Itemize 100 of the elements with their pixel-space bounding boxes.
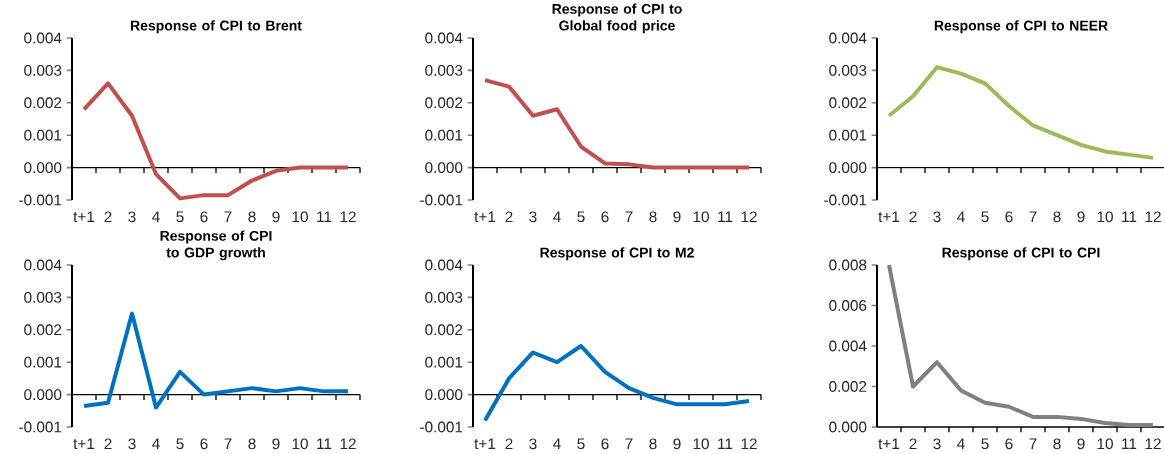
x-tick-label: 3 [529, 438, 537, 450]
x-tick-label: t+1 [878, 211, 900, 223]
x-tick-label: 4 [152, 438, 160, 449]
x-tick-label: 9 [272, 211, 280, 223]
y-tick-label: 0.000 [425, 389, 463, 401]
x-tick-label: 7 [1029, 211, 1037, 222]
x-tick-label: t+1 [73, 211, 95, 223]
x-tick-label: t+1 [474, 211, 496, 223]
x-tick-label: 11 [317, 438, 332, 449]
chart-title: Response of CPI to M2 [540, 247, 694, 261]
chart-title: Response of CPI to Global food price [552, 3, 682, 34]
x-tick-label: 5 [577, 438, 585, 450]
x-tick-label: 5 [981, 438, 989, 450]
x-tick-label: 3 [128, 438, 136, 450]
y-tick-label: 0.000 [24, 389, 62, 401]
x-tick-label: 2 [104, 211, 112, 223]
x-tick-label: 4 [152, 211, 160, 222]
x-tick-label: 6 [601, 211, 609, 223]
x-tick-label: 5 [981, 211, 989, 223]
x-tick-label: 10 [1097, 211, 1113, 223]
y-tick-label: 0.002 [425, 324, 463, 336]
x-tick-label: 12 [741, 438, 757, 450]
x-tick-label: 8 [248, 438, 256, 450]
x-tick-label: 10 [693, 438, 709, 450]
y-tick-label: 0.006 [829, 300, 867, 311]
y-tick-label: 0.001 [829, 129, 867, 141]
x-tick-label: 10 [1097, 438, 1113, 450]
x-tick-label: 3 [933, 211, 941, 223]
y-tick-label: -0.001 [19, 194, 62, 206]
x-tick-label: t+1 [73, 438, 95, 450]
y-tick-label: 0.004 [829, 32, 867, 44]
x-tick-label: 10 [292, 211, 308, 223]
x-tick-label: t+1 [878, 438, 900, 450]
x-tick-label: 7 [224, 211, 232, 222]
chart-title: Response of CPI to CPI [942, 247, 1100, 261]
x-tick-label: 9 [673, 438, 681, 450]
y-tick-label: 0.003 [24, 291, 62, 303]
y-tick-label: 0.000 [829, 421, 867, 433]
x-tick-label: t+1 [474, 438, 496, 450]
x-tick-label: 8 [1053, 211, 1061, 223]
x-tick-label: 7 [224, 438, 232, 449]
x-tick-label: 6 [200, 211, 208, 223]
y-tick-label: 0.002 [425, 97, 463, 109]
line-series [887, 263, 1156, 427]
x-tick-label: 7 [625, 211, 633, 222]
y-tick-label: 0.000 [24, 162, 62, 174]
y-tick-label: 0.002 [24, 324, 62, 336]
x-tick-label: 4 [553, 438, 561, 449]
y-tick-label: 0.002 [24, 97, 62, 109]
y-tick-label: 0.004 [425, 259, 463, 271]
chart-title: Response of CPI to NEER [934, 20, 1108, 34]
line-series [887, 65, 1156, 160]
y-tick-label: 0.002 [829, 381, 867, 392]
x-tick-label: 12 [340, 438, 356, 450]
x-tick-label: 3 [529, 211, 537, 223]
chart-title: Response of CPI to GDP growth [160, 230, 272, 261]
x-tick-label: 11 [317, 211, 332, 222]
y-tick-label: -0.001 [420, 421, 463, 433]
y-tick-label: 0.003 [425, 291, 463, 303]
x-tick-label: 5 [577, 211, 585, 223]
x-tick-label: 9 [1077, 211, 1085, 223]
y-tick-label: 0.003 [829, 64, 867, 76]
x-tick-label: 6 [601, 438, 609, 450]
x-tick-label: 2 [505, 438, 513, 450]
x-tick-label: 8 [649, 438, 657, 450]
x-tick-label: 6 [200, 438, 208, 450]
y-tick-label: 0.003 [24, 64, 62, 76]
x-tick-label: 9 [1077, 438, 1085, 450]
x-tick-label: 6 [1005, 211, 1013, 223]
x-tick-label: 3 [933, 438, 941, 450]
x-tick-label: 10 [693, 211, 709, 223]
x-tick-label: 9 [673, 211, 681, 223]
x-tick-label: 8 [1053, 438, 1061, 450]
y-tick-label: 0.008 [829, 259, 867, 271]
x-tick-label: 4 [957, 211, 965, 222]
y-tick-label: 0.002 [829, 97, 867, 109]
x-tick-label: 7 [625, 438, 633, 449]
x-tick-label: 3 [128, 211, 136, 223]
x-tick-label: 11 [718, 438, 733, 449]
x-tick-label: 12 [1145, 211, 1161, 223]
x-tick-label: 7 [1029, 438, 1037, 449]
y-tick-label: 0.001 [24, 356, 62, 368]
y-tick-label: -0.001 [19, 421, 62, 433]
y-tick-label: 0.000 [425, 162, 463, 174]
y-tick-label: 0.001 [24, 129, 62, 141]
x-tick-label: 12 [1145, 438, 1161, 450]
x-tick-label: 12 [340, 211, 356, 223]
x-tick-label: 10 [292, 438, 308, 450]
x-tick-label: 6 [1005, 438, 1013, 450]
x-tick-label: 11 [718, 211, 733, 222]
y-tick-label: 0.001 [425, 129, 463, 141]
y-tick-label: 0.004 [829, 340, 867, 352]
y-tick-label: -0.001 [420, 194, 463, 206]
y-tick-label: 0.004 [425, 32, 463, 44]
x-tick-label: 11 [1122, 438, 1137, 449]
x-tick-label: 8 [248, 211, 256, 223]
x-tick-label: 12 [741, 211, 757, 223]
y-tick-label: -0.001 [824, 194, 867, 206]
x-tick-label: 5 [176, 211, 184, 223]
x-tick-label: 11 [1122, 211, 1137, 222]
